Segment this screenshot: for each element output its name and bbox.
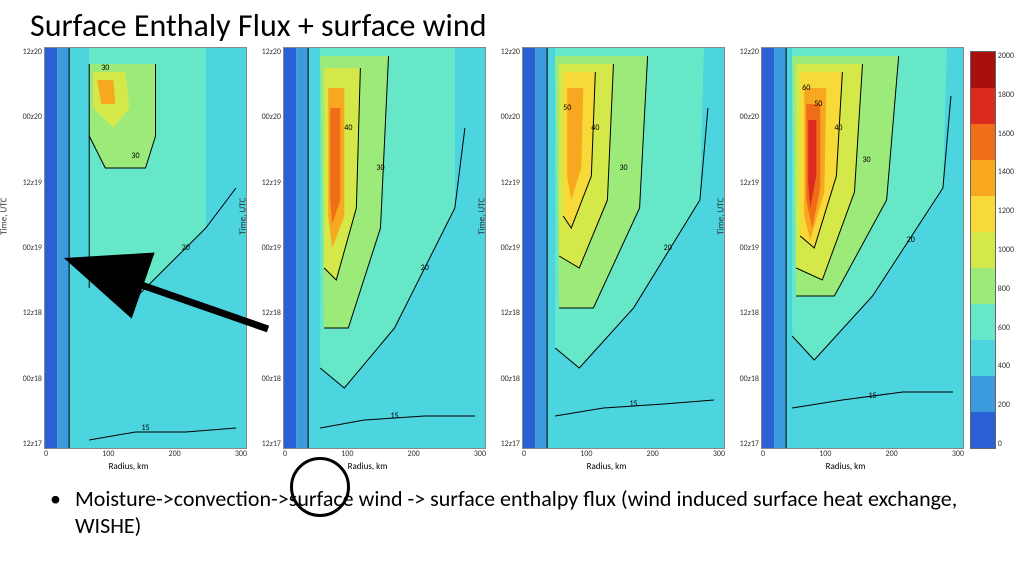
- x-axis-label: Radius, km: [826, 459, 866, 472]
- circle-annotation: [290, 457, 350, 517]
- contour-label: 30: [376, 163, 384, 173]
- y-tick: 00z19: [488, 243, 522, 253]
- contour-label: 15: [141, 423, 149, 433]
- x-tick: 300: [235, 449, 247, 459]
- y-tick: 12z17: [488, 439, 522, 449]
- y-tick: 12z18: [727, 308, 761, 318]
- contour-label: 30: [862, 155, 870, 165]
- y-tick: 00z19: [727, 243, 761, 253]
- y-tick: 00z20: [488, 112, 522, 122]
- x-tick: 100: [580, 449, 592, 459]
- x-tick: 100: [341, 449, 353, 459]
- plot-area: 15 20 30 40 50 60: [761, 47, 964, 449]
- panel: Time, UTC12z2000z2012z1900z1912z1800z181…: [727, 47, 964, 477]
- bullet-point: • Moisture->convection->surface wind -> …: [0, 477, 1024, 539]
- colorbar-tick: 800: [998, 284, 1014, 294]
- y-axis-label: Time, UTC: [477, 198, 488, 235]
- y-tick: 12z20: [488, 47, 522, 57]
- y-tick: 12z19: [249, 178, 283, 188]
- panels-row: Time, UTC12z2000z2012z1900z1912z1800z181…: [0, 47, 1024, 477]
- x-tick: 200: [408, 449, 420, 459]
- y-tick: 00z18: [10, 374, 44, 384]
- x-tick: 200: [886, 449, 898, 459]
- y-tick: 12z18: [249, 308, 283, 318]
- contour-label: 50: [814, 99, 822, 109]
- colorbar-tick: 1000: [998, 245, 1014, 255]
- x-tick: 0: [44, 449, 48, 459]
- y-tick: 12z17: [249, 439, 283, 449]
- y-tick: 12z18: [10, 308, 44, 318]
- y-tick: 00z20: [727, 112, 761, 122]
- contour-label: 20: [182, 243, 190, 253]
- plot-area: 15 20 30 40: [283, 47, 486, 449]
- y-tick: 00z18: [488, 374, 522, 384]
- contour-label: 50: [563, 103, 571, 113]
- contour-label: 20: [664, 243, 672, 253]
- y-tick: 12z17: [727, 439, 761, 449]
- y-tick: 12z20: [10, 47, 44, 57]
- contour-label: 15: [868, 391, 876, 401]
- x-tick: 100: [819, 449, 831, 459]
- x-tick: 0: [283, 449, 287, 459]
- contour-label: 30: [101, 63, 109, 73]
- colorbar-tick: 2000: [998, 51, 1014, 61]
- y-tick: 12z20: [727, 47, 761, 57]
- colorbar-tick: 600: [998, 323, 1014, 333]
- y-axis-label: Time, UTC: [238, 198, 249, 235]
- contour-label: 40: [834, 123, 842, 133]
- y-tick: 12z19: [727, 178, 761, 188]
- panel: Time, UTC12z2000z2012z1900z1912z1800z181…: [10, 47, 247, 477]
- colorbar-tick: 0: [998, 439, 1014, 449]
- colorbar-tick: 400: [998, 361, 1014, 371]
- panel: Time, UTC12z2000z2012z1900z1912z1800z181…: [249, 47, 486, 477]
- plot-area: 15 20 30 40 50: [522, 47, 725, 449]
- y-tick: 12z18: [488, 308, 522, 318]
- x-tick: 0: [761, 449, 765, 459]
- y-axis-label: Time, UTC: [0, 198, 10, 235]
- plot-area: 15 20 30 30: [44, 47, 247, 449]
- contour-label: 30: [619, 163, 627, 173]
- colorbar: 0 200 400 600 800 1000 1200 1400 1600 1800 2000: [966, 47, 1014, 477]
- page-title: Surface Enthaly Flux + surface wind: [0, 0, 1024, 47]
- x-axis-label: Radius, km: [587, 459, 627, 472]
- colorbar-tick: 1200: [998, 206, 1014, 216]
- y-tick: 00z20: [249, 112, 283, 122]
- bullet-text: Moisture->convection->surface wind -> su…: [75, 485, 984, 539]
- panel: Time, UTC12z2000z2012z1900z1912z1800z181…: [488, 47, 725, 477]
- y-tick: 00z19: [249, 243, 283, 253]
- colorbar-tick: 1800: [998, 90, 1014, 100]
- contour-label: 60: [802, 83, 810, 93]
- contour-label: 20: [421, 263, 429, 273]
- contour-label: 40: [344, 123, 352, 133]
- x-tick: 100: [102, 449, 114, 459]
- y-tick: 12z20: [249, 47, 283, 57]
- x-tick: 300: [713, 449, 725, 459]
- y-tick: 12z19: [10, 178, 44, 188]
- y-tick: 12z17: [10, 439, 44, 449]
- x-tick: 200: [647, 449, 659, 459]
- bullet-marker: •: [50, 485, 75, 539]
- x-axis-label: Radius, km: [109, 459, 149, 472]
- colorbar-tick: 1400: [998, 167, 1014, 177]
- contour-label: 15: [629, 399, 637, 409]
- x-tick: 300: [474, 449, 486, 459]
- y-axis-label: Time, UTC: [716, 198, 727, 235]
- y-tick: 00z20: [10, 112, 44, 122]
- colorbar-tick: 1600: [998, 129, 1014, 139]
- y-tick: 00z18: [249, 374, 283, 384]
- contour-label: 40: [591, 123, 599, 133]
- x-tick: 300: [952, 449, 964, 459]
- x-tick: 0: [522, 449, 526, 459]
- contour-label: 20: [907, 235, 915, 245]
- contour-label: 15: [390, 411, 398, 421]
- colorbar-tick: 200: [998, 400, 1014, 410]
- y-tick: 00z19: [10, 243, 44, 253]
- contour-label: 30: [131, 151, 139, 161]
- x-tick: 200: [169, 449, 181, 459]
- y-tick: 12z19: [488, 178, 522, 188]
- y-tick: 00z18: [727, 374, 761, 384]
- x-axis-label: Radius, km: [348, 459, 388, 472]
